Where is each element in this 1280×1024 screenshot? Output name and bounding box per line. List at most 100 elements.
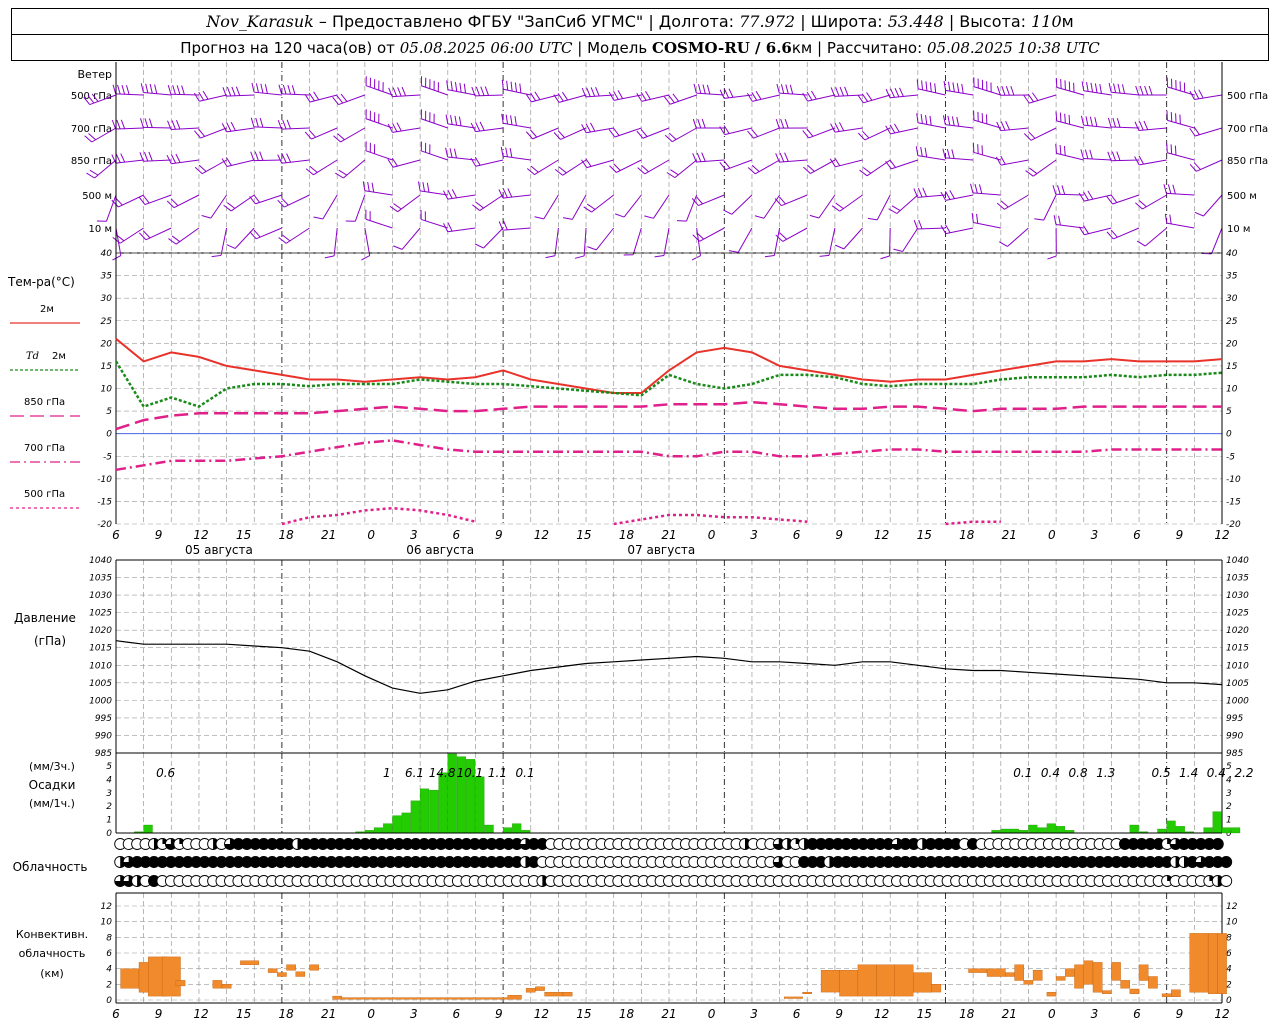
- wind-barb: [1166, 192, 1195, 196]
- wind-barb: [773, 227, 781, 256]
- wind-barb-feather: [784, 152, 789, 162]
- cloud-cover-fill: [773, 856, 785, 868]
- cloud-cover-fill: [528, 838, 540, 850]
- bottom-hour-tick: 18: [959, 1007, 975, 1021]
- wind-barb: [354, 194, 366, 222]
- wind-barb: [421, 150, 448, 161]
- cloud-cover-fill: [148, 856, 160, 868]
- wind-barb-feather: [277, 199, 285, 208]
- wind-barb-feather: [942, 115, 946, 125]
- cloud-cover-fill: [1018, 856, 1030, 868]
- wind-barb-feather: [140, 83, 144, 93]
- temp-hour-tick: 9: [495, 528, 503, 542]
- wind-barb-feather: [255, 83, 259, 93]
- date-label: 07 августа: [627, 543, 695, 557]
- wind-barb: [364, 190, 393, 196]
- conv-bar: [1074, 964, 1084, 989]
- temp-hour-tick: 12: [534, 528, 549, 542]
- prec-value-label: 0.8: [1069, 766, 1088, 780]
- wind-barb-feather: [308, 129, 316, 138]
- temp-hour-tick: 21: [321, 528, 336, 542]
- wind-level-right: 500 м: [1227, 191, 1257, 202]
- wind-barb-feather: [916, 79, 919, 89]
- wind-barb-feather: [834, 244, 845, 250]
- wind-barb-feather: [449, 148, 453, 158]
- cloud-cover-fill: [249, 856, 261, 868]
- wind-barb-feather: [951, 149, 955, 159]
- wind-barb: [810, 159, 836, 174]
- bottom-hour-tick: 9: [155, 1007, 163, 1021]
- wind-barb-feather: [806, 164, 815, 172]
- bottom-hour-tick: 21: [1002, 1007, 1017, 1021]
- wind-barb-feather: [557, 93, 564, 102]
- wind-barb-feather: [944, 224, 951, 233]
- wind-barb-feather: [581, 124, 587, 133]
- prec-ytick-right: 0: [1226, 829, 1232, 839]
- wind-barb-feather: [1025, 170, 1034, 177]
- wind-barb-feather: [701, 118, 706, 129]
- prec-label: Осадки: [29, 778, 76, 792]
- wind-barb: [763, 194, 781, 219]
- conv-bar: [1005, 972, 1015, 977]
- wind-barb-feather: [830, 123, 836, 133]
- prec-value-label: 1: [383, 766, 391, 780]
- wind-barb-feather: [612, 127, 620, 136]
- wind-barb-feather: [116, 119, 121, 130]
- wind-barb-feather: [609, 165, 617, 173]
- wind-barb-feather: [943, 80, 947, 91]
- wind-barb-feather: [194, 130, 201, 139]
- temp-ytick-right: -10: [1226, 475, 1241, 485]
- wind-barb: [558, 94, 587, 103]
- wind-barb-feather: [891, 205, 901, 211]
- wind-barb-feather: [947, 81, 951, 92]
- wind-barb: [724, 127, 753, 136]
- wind-barb-feather: [226, 122, 232, 132]
- wind-barb: [696, 92, 725, 96]
- wind-barb: [1167, 86, 1195, 96]
- wind-barb: [447, 194, 476, 200]
- prec-bar: [410, 800, 420, 834]
- conv-bar: [802, 992, 812, 995]
- wind-barb: [392, 127, 421, 133]
- wind-barb-feather: [530, 92, 537, 102]
- cloud-cover-fill: [815, 856, 827, 868]
- wind-barb: [483, 227, 504, 249]
- wind-barb-feather: [789, 84, 794, 95]
- cloud-cover-fill: [798, 856, 810, 868]
- cloud-cover-fill: [435, 838, 447, 850]
- cloud-cover-fill: [275, 856, 287, 868]
- cloud-cover-fill: [933, 838, 945, 850]
- prec-bar: [1055, 826, 1066, 834]
- wind-barb: [94, 159, 117, 179]
- prec-value-label: 0.6: [156, 766, 175, 780]
- wind-barb-feather: [785, 84, 789, 94]
- wind-level-right: 10 м: [1227, 224, 1250, 235]
- wind-barb-feather: [692, 153, 697, 163]
- wind-barb-feather: [198, 128, 206, 137]
- wind-barb-feather: [780, 84, 785, 94]
- cloud-cover-fill: [427, 838, 439, 850]
- cloud-cover-fill: [325, 856, 337, 868]
- wind-barb-feather: [995, 156, 1002, 166]
- temp-ytick-right: -5: [1226, 452, 1235, 462]
- temp-ytick-left: -20: [97, 520, 112, 530]
- cloud-cover-fill: [1001, 856, 1013, 868]
- wind-barb-feather: [201, 215, 211, 219]
- wind-barb: [973, 86, 1001, 96]
- wind-barb-feather: [498, 189, 504, 199]
- wind-barb-feather: [282, 234, 291, 242]
- wind-barb-feather: [291, 85, 296, 95]
- wind-barb: [1111, 159, 1140, 162]
- wind-barb-feather: [640, 92, 647, 101]
- wind-barb-feather: [1027, 93, 1034, 103]
- prec-bar: [401, 812, 411, 834]
- cloud-cover-fill: [308, 856, 320, 868]
- wind-barb: [696, 159, 725, 163]
- wind-barb: [1142, 194, 1167, 210]
- conv-ytick-left: 6: [106, 949, 112, 959]
- wind-barb-feather: [1117, 83, 1121, 94]
- conv-ytick-left: 12: [101, 902, 113, 912]
- cloud-cover-symbol: [1220, 875, 1233, 887]
- wind-barb-feather: [668, 132, 677, 140]
- wind-barb: [119, 227, 144, 244]
